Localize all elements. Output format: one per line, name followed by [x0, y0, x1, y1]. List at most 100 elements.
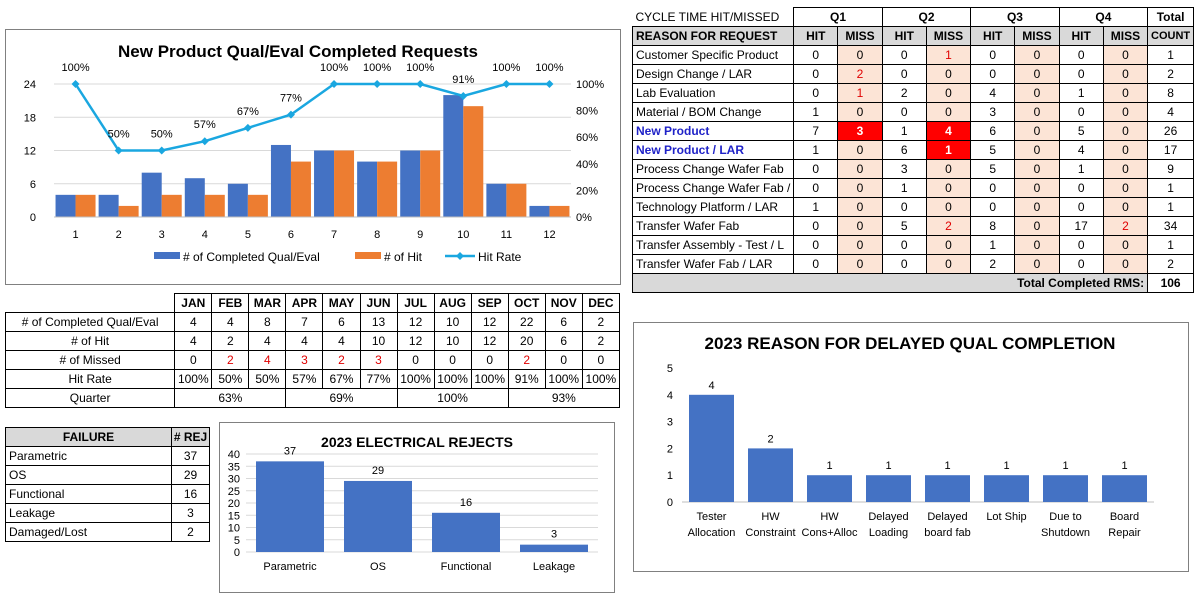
delay-category-line2: Repair	[1108, 527, 1141, 539]
failure-row: Damaged/Lost 2	[4, 522, 210, 542]
delay-category-line1: Board	[1110, 511, 1139, 523]
count-cell: 26	[1147, 121, 1194, 141]
cycle-cell: 1	[793, 197, 839, 217]
cycle-cell: 0	[1058, 102, 1104, 122]
delay-category-line2: Shutdown	[1041, 527, 1090, 539]
monthly-cell: 10	[433, 312, 472, 332]
cycle-cell: 0	[881, 102, 927, 122]
completed-bar	[55, 194, 76, 217]
reject-bar	[256, 461, 324, 552]
failure-row: OS 29	[4, 465, 210, 485]
failure-table: FAILURE # REJ Parametric 37 OS 29 Functional 16…	[4, 427, 210, 542]
reason-name: New Product	[631, 121, 795, 141]
cycle-cell: 0	[970, 178, 1016, 198]
y-tick: 5	[234, 535, 240, 547]
cycle-cell: 0	[793, 216, 839, 236]
cycle-cell: 0	[1014, 64, 1060, 84]
cycle-cell: 0	[837, 178, 883, 198]
cycle-cell: 0	[1058, 197, 1104, 217]
cycle-cell: 0	[837, 102, 883, 122]
failure-count: 37	[171, 446, 210, 466]
cycle-cell: 0	[1058, 254, 1104, 274]
cycle-cell: 0	[881, 197, 927, 217]
reason-name: Customer Specific Product	[631, 45, 795, 65]
hit-rate-label: 50%	[108, 129, 130, 141]
completed-bar	[141, 172, 162, 217]
monthly-cell: 91%	[507, 369, 546, 389]
monthly-cell: 4	[248, 350, 287, 370]
y2-tick: 60%	[576, 132, 598, 144]
cycle-row: Transfer Wafer Fab 0 0 5 2 8 0 17 2 34	[631, 216, 1194, 236]
delay-value: 1	[1121, 460, 1127, 472]
delay-chart-panel: 2023 REASON FOR DELAYED QUAL COMPLETION 0…	[633, 322, 1189, 572]
cycle-row: Customer Specific Product 0 0 0 1 0 0 0 0 1	[631, 45, 1194, 65]
monthly-cell: 2	[507, 350, 546, 370]
hit-rate-marker	[243, 123, 252, 132]
failure-name: Leakage	[4, 503, 173, 523]
rejects-chart-title: 2023 ELECTRICAL REJECTS	[321, 434, 513, 450]
monthly-cell: 100%	[433, 369, 472, 389]
cycle-cell: 0	[793, 235, 839, 255]
delay-value: 1	[1062, 460, 1068, 472]
failure-name: Parametric	[4, 446, 173, 466]
cycle-row: Design Change / LAR 0 2 0 0 0 0 0 0 2	[631, 64, 1194, 84]
monthly-cell: 10	[359, 331, 398, 351]
hit-bar	[334, 150, 355, 217]
monthly-cell: 0	[433, 350, 472, 370]
cycle-cell: 0	[1014, 254, 1060, 274]
cycle-cell: 1	[881, 178, 927, 198]
cycle-row: Technology Platform / LAR 1 0 0 0 0 0 0 0 1	[631, 197, 1194, 217]
month-header: OCT	[507, 293, 546, 313]
x-tick: 3	[159, 229, 165, 241]
cycle-cell: 0	[1014, 140, 1060, 160]
failure-row: Leakage 3	[4, 503, 210, 523]
cycle-cell: 0	[1014, 178, 1060, 198]
cycle-cell: 4	[925, 121, 972, 141]
y-tick: 4	[667, 390, 673, 402]
monthly-cell: 50%	[211, 369, 250, 389]
monthly-cell: 2	[322, 350, 361, 370]
miss-header: MISS	[1014, 26, 1060, 46]
monthly-cell: 2	[581, 312, 621, 332]
month-header: JAN	[174, 293, 213, 313]
cycle-cell: 0	[837, 197, 883, 217]
count-cell: 17	[1147, 140, 1194, 160]
failure-name: Damaged/Lost	[4, 522, 173, 542]
cycle-cell: 0	[793, 178, 839, 198]
cycle-cell: 0	[1102, 254, 1149, 274]
cycle-cell: 3	[970, 102, 1016, 122]
hit-rate-label: 57%	[194, 119, 216, 131]
hit-rate-label: 100%	[363, 62, 391, 74]
cycle-cell: 0	[793, 83, 839, 103]
completed-bar	[486, 183, 507, 217]
failure-row: Parametric 37	[4, 446, 210, 466]
cycle-time-table: CYCLE TIME HIT/MISSED Q1 Q2 Q3 Q4 Total …	[631, 7, 1194, 293]
delay-category-line1: Due to	[1049, 511, 1081, 523]
cycle-cell: 0	[1014, 121, 1060, 141]
hit-bar	[161, 194, 182, 217]
cycle-cell: 0	[925, 64, 972, 84]
cycle-cell: 2	[925, 216, 972, 236]
failure-row: Functional 16	[4, 484, 210, 504]
cycle-cell: 0	[793, 254, 839, 274]
monthly-cell: 2	[211, 350, 250, 370]
monthly-row-label: # of Missed	[4, 350, 176, 370]
cycle-cell: 6	[881, 140, 927, 160]
monthly-cell: 3	[359, 350, 398, 370]
monthly-cell: 0	[581, 350, 621, 370]
monthly-cell: 20	[507, 331, 546, 351]
monthly-cell: 12	[470, 312, 509, 332]
failure-count: 2	[171, 522, 210, 542]
total-header: Total	[1147, 7, 1194, 27]
cycle-cell: 0	[970, 197, 1016, 217]
reason-name: New Product / LAR	[631, 140, 795, 160]
cycle-cell: 0	[881, 45, 927, 65]
quarter-value: 93%	[507, 388, 621, 408]
miss-header: MISS	[1102, 26, 1149, 46]
delay-category-line1: Delayed	[868, 511, 908, 523]
q4-header: Q4	[1058, 7, 1149, 27]
y-tick: 0	[234, 547, 240, 559]
quarter-label: Quarter	[4, 388, 176, 408]
hit-rate-label: 50%	[151, 129, 173, 141]
cycle-cell: 0	[1014, 197, 1060, 217]
